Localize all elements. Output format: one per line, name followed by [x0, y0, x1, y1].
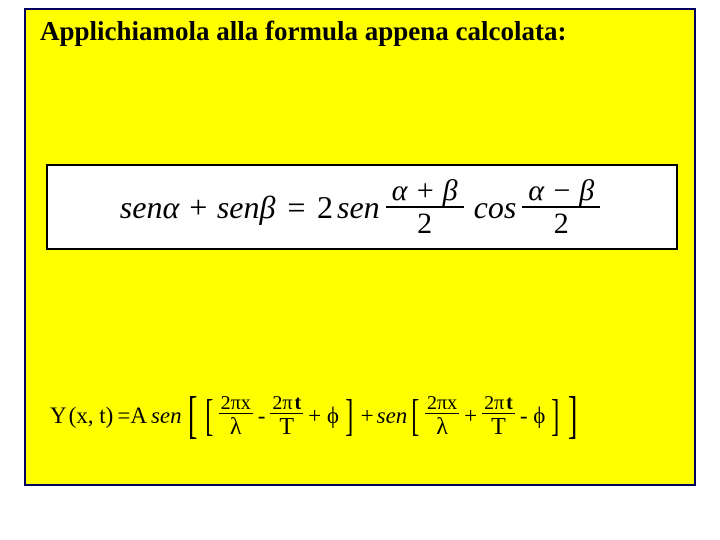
identity-sen: sen — [337, 189, 380, 226]
eq-plus-2: + — [464, 403, 477, 429]
identity-cos: cos — [474, 189, 517, 226]
eq-T-1: T — [279, 414, 294, 439]
eq-plus-mid: + — [361, 403, 374, 429]
slide-title: Applichiamola alla formula appena calcol… — [40, 16, 567, 47]
eq-plus-phi-1: + ϕ — [308, 403, 339, 429]
eq-minus-phi: - ϕ — [520, 403, 546, 429]
eq-frac-2pit-2: 2πt T — [482, 393, 515, 439]
identity-plus: + — [187, 189, 209, 226]
bracket-close-icon: ] — [552, 394, 560, 438]
identity-frac2: α − β 2 — [522, 175, 600, 240]
slide-frame: Applichiamola alla formula appena calcol… — [24, 8, 696, 486]
bracket-open-icon: [ — [188, 390, 198, 442]
eq-lambda-1: λ — [230, 414, 242, 439]
bracket-close-icon: ] — [568, 390, 578, 442]
identity-sen-alpha: senα — [120, 189, 179, 226]
eq-T-2: T — [491, 414, 506, 439]
eq-inner-bracket-1: [ 2πх λ - 2πt T + ϕ ] — [202, 393, 357, 439]
eq-frac-2pit-1: 2πt T — [270, 393, 303, 439]
eq-args: (x, t) — [69, 403, 114, 429]
eq-frac-2pix-2: 2πх λ — [425, 393, 459, 439]
eq-sen2: sen — [377, 403, 408, 429]
identity-frac1-num: α + β — [386, 175, 464, 209]
eq-frac-2pix-1: 2πх λ — [219, 393, 253, 439]
eq-eqA: =A — [117, 403, 147, 429]
identity-box: senα + senβ = 2 sen α + β 2 cos α − β 2 — [46, 164, 678, 250]
identity-sen-beta: senβ — [217, 189, 276, 226]
eq-2pit-num-1: 2πt — [270, 393, 303, 414]
wave-equation: Y (x, t) =A sen [ [ 2πх λ - 2πt T + ϕ ] … — [50, 390, 583, 442]
bracket-close-icon: ] — [345, 394, 353, 438]
bracket-open-icon: [ — [205, 394, 213, 438]
bracket-open-icon: [ — [412, 394, 420, 438]
eq-minus-1: - — [258, 403, 266, 429]
identity-eq: = — [285, 189, 307, 226]
eq-Y: Y — [50, 403, 67, 429]
identity-frac1: α + β 2 — [386, 175, 464, 240]
eq-inner-bracket-2: [ 2πх λ + 2πt T - ϕ ] — [408, 393, 563, 439]
identity-frac2-den: 2 — [548, 208, 575, 240]
eq-lambda-2: λ — [436, 414, 448, 439]
eq-sen1: sen — [151, 403, 182, 429]
identity-frac2-num: α − β — [522, 175, 600, 209]
identity-formula: senα + senβ = 2 sen α + β 2 cos α − β 2 — [120, 175, 604, 240]
identity-two: 2 — [317, 189, 333, 226]
eq-2pix-2: 2πх — [425, 393, 459, 414]
eq-2pix-1: 2πх — [219, 393, 253, 414]
eq-outer-bracket-1: [ [ 2πх λ - 2πt T + ϕ ] + sen [ — [184, 390, 582, 442]
identity-frac1-den: 2 — [411, 208, 438, 240]
eq-2pit-num-2: 2πt — [482, 393, 515, 414]
